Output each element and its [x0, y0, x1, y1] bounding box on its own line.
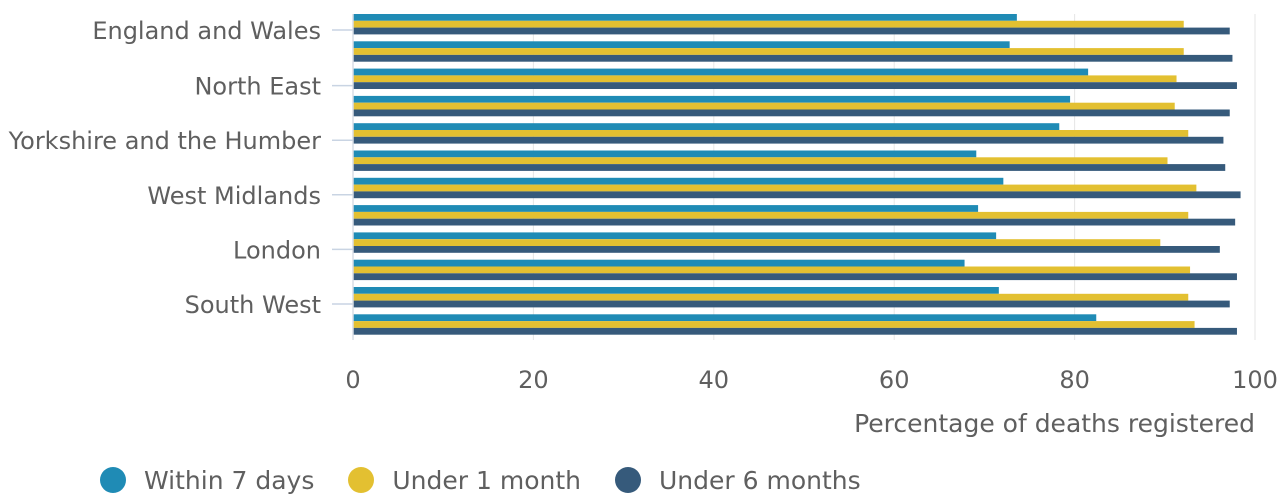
bar-under-1-month	[353, 211, 1189, 219]
bar-under-1-month	[353, 321, 1195, 328]
legend-swatch	[348, 467, 375, 493]
x-tick-label: 40	[699, 366, 730, 394]
bar-under-1-month	[353, 184, 1197, 192]
bar-under-6-months	[353, 327, 1237, 335]
x-tick-label: 20	[518, 366, 549, 394]
bar-under-1-month	[353, 130, 1189, 137]
bar-under-6-months	[353, 109, 1230, 117]
bar-within-7-days	[353, 205, 979, 212]
legend-swatch	[615, 467, 641, 493]
bar-under-1-month	[353, 20, 1184, 28]
bar-within-7-days	[353, 95, 1071, 103]
bar-under-6-months	[353, 82, 1237, 89]
y-tick-label: North East	[194, 73, 321, 101]
bar-within-7-days	[353, 177, 1004, 185]
legend-label: Under 1 month	[392, 465, 581, 495]
bar-chart: England and Wales North East Yorkshire and…	[8, 14, 1277, 438]
bar-under-1-month	[353, 157, 1168, 165]
bar-under-1-month	[353, 102, 1175, 110]
bar-under-1-month	[353, 48, 1184, 55]
x-tick-label: 80	[1059, 366, 1090, 394]
legend-label: Within 7 days	[144, 465, 315, 495]
x-tick-label: 100	[1232, 366, 1277, 394]
x-tick-label: 0	[345, 366, 360, 394]
bar-under-6-months	[353, 246, 1220, 253]
bar-under-1-month	[353, 293, 1189, 301]
bars	[353, 14, 1241, 335]
legend-swatch	[100, 467, 126, 493]
bar-within-7-days	[353, 14, 1017, 21]
bar-within-7-days	[353, 150, 977, 158]
bar-within-7-days	[353, 314, 1097, 322]
bar-within-7-days	[353, 232, 997, 240]
bar-within-7-days	[353, 259, 965, 267]
bar-under-6-months	[353, 273, 1237, 281]
bar-under-1-month	[353, 266, 1191, 274]
bar-under-1-month	[353, 75, 1177, 83]
bar-under-6-months	[353, 300, 1230, 308]
bar-under-6-months	[353, 136, 1224, 144]
x-tick-label: 60	[879, 366, 910, 394]
x-axis: 0 20 40 60 80 100	[345, 366, 1277, 394]
legend-label: Under 6 months	[659, 465, 861, 495]
y-tick-label: South West	[185, 291, 321, 319]
bar-under-6-months	[353, 218, 1236, 226]
bar-under-6-months	[353, 164, 1226, 171]
legend-item-within-7-days: Within 7 days	[100, 466, 314, 495]
bar-within-7-days	[353, 68, 1089, 76]
y-tick-label: London	[233, 236, 321, 264]
x-axis-label: Percentage of deaths registered	[854, 409, 1255, 438]
bar-under-1-month	[353, 239, 1161, 246]
legend-item-under-1-month: Under 1 month	[348, 466, 581, 495]
y-tick-label: West Midlands	[147, 182, 321, 210]
bar-within-7-days	[353, 123, 1060, 130]
y-tick-label: England and Wales	[92, 17, 321, 45]
legend: Within 7 days Under 1 month Under 6 mont…	[100, 460, 895, 500]
bar-within-7-days	[353, 41, 1010, 49]
bar-under-6-months	[353, 27, 1230, 35]
y-axis: England and Wales North East Yorkshire and…	[8, 14, 354, 340]
legend-item-under-6-months: Under 6 months	[615, 466, 861, 495]
bar-under-6-months	[353, 54, 1233, 62]
bar-within-7-days	[353, 287, 999, 294]
y-tick-label: Yorkshire and the Humber	[8, 127, 321, 155]
bar-under-6-months	[353, 191, 1241, 199]
